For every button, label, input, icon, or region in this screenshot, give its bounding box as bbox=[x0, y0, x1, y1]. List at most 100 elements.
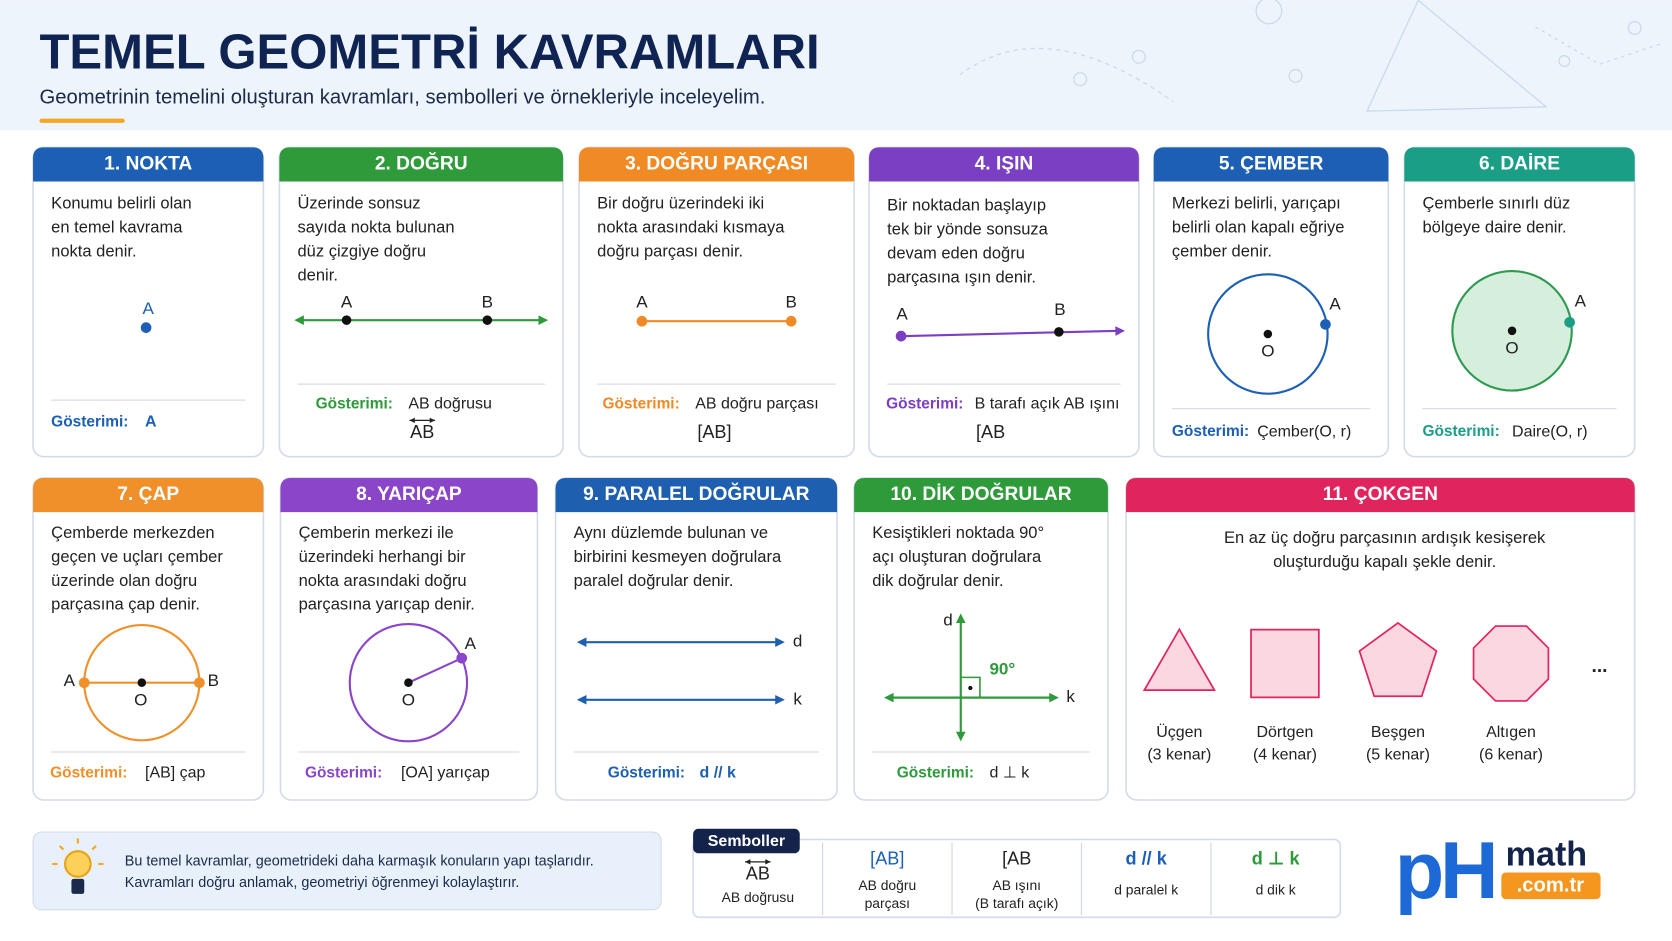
tip-text: Kavramları doğru anlamak, geometriyi öğr… bbox=[125, 875, 520, 891]
polygon-sides: (6 kenar) bbox=[1479, 746, 1543, 763]
polygon-name: Üçgen bbox=[1156, 723, 1202, 741]
card-title: 7. ÇAP bbox=[117, 484, 179, 505]
card-title: 6. DAİRE bbox=[1479, 154, 1560, 175]
notation-label: Gösterimi: bbox=[897, 764, 974, 781]
polygon-name: Dörtgen bbox=[1256, 724, 1313, 741]
point bbox=[1263, 329, 1273, 339]
point bbox=[194, 677, 205, 689]
card-description: paralel doğrular denir. bbox=[574, 571, 734, 590]
notation: Daire(O, r) bbox=[1512, 423, 1587, 440]
symbol-caption: AB ışını bbox=[992, 877, 1041, 893]
card-description: üzerinde olan doğru bbox=[51, 571, 197, 590]
point bbox=[895, 330, 907, 342]
right-angle bbox=[960, 676, 981, 698]
diagram-label: A bbox=[1329, 295, 1341, 314]
card-description: Çemberle sınırlı düz bbox=[1422, 193, 1570, 212]
card-description: Çemberin merkezi ile bbox=[299, 523, 454, 542]
card-description: devam eden doğru bbox=[887, 243, 1025, 262]
notation: [OA] yarıçap bbox=[401, 765, 490, 782]
arrow-head bbox=[745, 859, 751, 865]
symbol: d ⊥ k bbox=[1252, 848, 1301, 868]
notation: AB doğrusu bbox=[408, 396, 492, 413]
card-description: Kesiştikleri noktada 90° bbox=[872, 523, 1044, 542]
diagram-label: B bbox=[208, 671, 219, 690]
card-description: düz çizgiye doğru bbox=[298, 241, 427, 260]
arrow-head bbox=[765, 859, 771, 865]
notation-label: Gösterimi: bbox=[305, 764, 382, 781]
card-description: açı oluşturan doğrulara bbox=[872, 547, 1042, 566]
card-title: 5. ÇEMBER bbox=[1219, 154, 1324, 175]
notation: d ⊥ k bbox=[990, 765, 1031, 782]
bulb-base bbox=[71, 878, 85, 894]
symbol-caption: d paralel k bbox=[1114, 881, 1178, 897]
card-title: 4. IŞIN bbox=[975, 154, 1034, 175]
diagram-label: O bbox=[1261, 342, 1274, 361]
card-description: doğru parçası denir. bbox=[597, 241, 743, 260]
card-title: 2. DOĞRU bbox=[375, 153, 468, 175]
diagram-label: k bbox=[1066, 687, 1075, 706]
header-decoration bbox=[959, 0, 1664, 112]
card-header bbox=[1126, 477, 1635, 513]
diagram-label: O bbox=[134, 690, 147, 709]
arrow-head bbox=[955, 613, 966, 623]
point bbox=[404, 678, 413, 687]
card-title: 9. PARALEL DOĞRULAR bbox=[583, 483, 809, 505]
card-description: parçasına ışın denir. bbox=[887, 267, 1036, 286]
notation-label: Gösterimi: bbox=[602, 395, 679, 412]
bulb-ray bbox=[91, 845, 97, 851]
arrow-head bbox=[538, 315, 549, 325]
symbol-caption: parçası bbox=[865, 895, 910, 911]
diagram-label: 90° bbox=[989, 659, 1015, 678]
card-description: belirli olan kapalı eğriye bbox=[1172, 217, 1345, 236]
card-description: üzerindeki herhangi bir bbox=[299, 547, 467, 566]
arrow-head bbox=[1115, 326, 1125, 336]
point bbox=[482, 315, 493, 325]
card-description: nokta arasındaki kısmaya bbox=[597, 217, 785, 236]
point bbox=[968, 685, 973, 691]
point bbox=[137, 678, 147, 687]
card-title: 1. NOKTA bbox=[104, 154, 192, 175]
polygon-sides: (4 kenar) bbox=[1253, 746, 1317, 763]
card-description: Konumu belirli olan bbox=[51, 193, 191, 212]
point bbox=[456, 652, 468, 664]
symbol-caption: d dik k bbox=[1256, 881, 1296, 897]
circle-shape bbox=[348, 622, 469, 743]
arrow-head bbox=[883, 692, 894, 703]
symbols-tab bbox=[693, 828, 800, 854]
arrow-head bbox=[294, 315, 304, 325]
more-indicator: ... bbox=[1591, 656, 1607, 677]
polygon-name: Altıgen bbox=[1486, 724, 1536, 741]
notation-label: Gösterimi: bbox=[50, 764, 127, 781]
diagram-label: A bbox=[636, 293, 648, 312]
polygon-name: Beşgen bbox=[1371, 724, 1425, 741]
diagram-label: O bbox=[1505, 338, 1518, 357]
card-description: Bir doğru üzerindeki iki bbox=[597, 193, 764, 212]
polygon-shape bbox=[1142, 627, 1216, 692]
card-title: 3. DOĞRU PARÇASI bbox=[625, 153, 808, 175]
notation-label: Gösterimi: bbox=[886, 395, 963, 412]
card-description: geçen ve uçları çember bbox=[51, 547, 223, 566]
card-description: En az üç doğru parçasının ardışık kesişe… bbox=[1224, 528, 1546, 547]
arrow-head bbox=[409, 417, 415, 424]
card-header bbox=[1153, 147, 1389, 182]
tip-text: Bu temel kavramlar, geometrideki daha ka… bbox=[125, 854, 594, 870]
card-title: 11. ÇOKGEN bbox=[1323, 484, 1438, 505]
bulb-icon bbox=[63, 850, 92, 878]
point bbox=[1507, 326, 1517, 336]
diagram-label: A bbox=[465, 634, 477, 653]
card-description: Merkezi belirli, yarıçapı bbox=[1172, 193, 1341, 212]
diagram-label: O bbox=[402, 690, 415, 709]
card-header bbox=[280, 477, 538, 513]
diagram-label: k bbox=[793, 689, 802, 708]
card-description: Bir noktadan başlayıp bbox=[887, 195, 1046, 214]
symbol: d // k bbox=[1126, 848, 1168, 868]
card-description: denir. bbox=[298, 265, 338, 284]
diagram-label: d bbox=[943, 610, 952, 629]
card-description: tek bir yönde sonsuza bbox=[887, 219, 1048, 238]
symbol: [AB] bbox=[870, 848, 904, 868]
header-band bbox=[0, 0, 1672, 131]
notation: B tarafı açık AB ışını bbox=[975, 396, 1120, 413]
card-header bbox=[33, 477, 264, 513]
notation: AB doğru parçası bbox=[695, 396, 819, 413]
arrow-head bbox=[576, 694, 587, 705]
